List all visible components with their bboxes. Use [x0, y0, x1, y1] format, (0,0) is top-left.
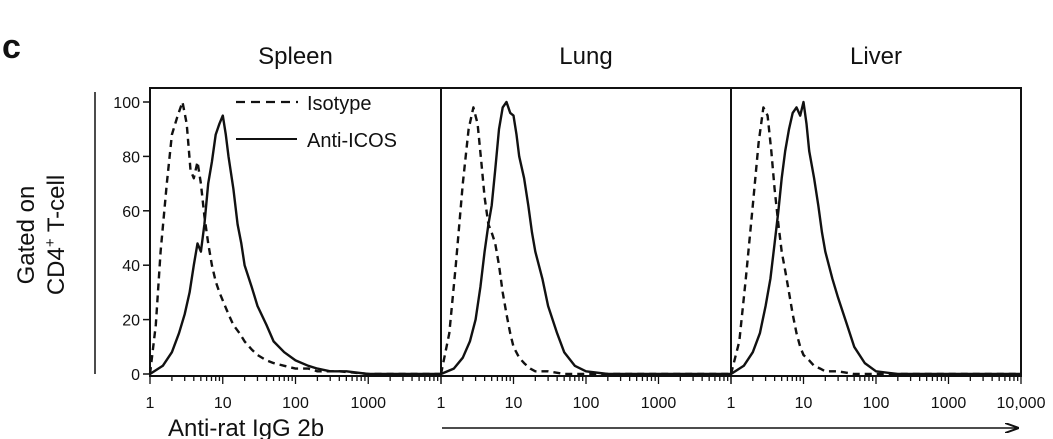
y-tick-label: 0	[131, 367, 140, 384]
x-tick-label: 10,000	[997, 395, 1046, 412]
series-isotype	[148, 100, 441, 376]
x-axis-label: Anti-rat IgG 2b	[168, 415, 324, 439]
panel-label: c	[2, 28, 21, 66]
legend: Isotype Anti-ICOS	[236, 93, 397, 152]
panel-title: Spleen	[258, 43, 333, 70]
series-anti-icos	[149, 114, 441, 376]
panel-title: Lung	[559, 43, 612, 70]
y-axis-label-line2: CD4+ T-cell	[42, 175, 70, 295]
y-axis: 0 20 40 60 80 100	[113, 95, 150, 384]
x-tick-label: 10	[505, 395, 523, 412]
panel-spleen: Spleen 1 10 100 1000	[146, 43, 442, 412]
x-tick-label: 100	[573, 395, 600, 412]
x-tick-label: 1000	[350, 395, 386, 412]
y-tick-label: 100	[113, 95, 140, 112]
y-axis-label: Gated on CD4+ T-cell	[13, 175, 70, 295]
panel-frame	[440, 87, 732, 377]
y-axis-label-cd4: CD4	[43, 247, 70, 295]
panel-frame	[730, 87, 1022, 377]
series-anti-icos	[440, 100, 731, 376]
legend-isotype-label: Isotype	[307, 93, 371, 115]
x-tick-label: 100	[282, 395, 309, 412]
x-tick-label: 1	[727, 395, 736, 412]
x-tick-label: 10	[214, 395, 232, 412]
legend-anti-icos-label: Anti-ICOS	[307, 130, 397, 152]
x-tick-label: 100	[863, 395, 890, 412]
y-axis-label-line1: Gated on	[13, 186, 40, 285]
panel-title: Liver	[850, 43, 902, 70]
y-tick-label: 80	[122, 149, 140, 166]
y-axis-label-sup: +	[42, 238, 59, 247]
panels: Spleen 1 10 100 1000 Lung 1 10 100 1000 Liver 1 10 10…	[146, 43, 1046, 412]
y-tick-label: 20	[122, 313, 140, 330]
panel-lung: Lung 1 10 100 1000	[437, 43, 732, 412]
panel-frame	[149, 87, 442, 377]
x-tick-label: 1000	[641, 395, 677, 412]
x-tick-label: 1	[437, 395, 446, 412]
series-isotype	[729, 106, 1021, 376]
panel-liver: Liver 1 10 100 1000 10,000	[727, 43, 1046, 412]
x-tick-label: 1000	[931, 395, 967, 412]
x-tick-label: 10	[795, 395, 813, 412]
series-isotype	[439, 106, 731, 376]
y-axis-label-tcell: T-cell	[43, 175, 70, 239]
series-anti-icos	[730, 100, 1021, 376]
x-tick-label: 1	[146, 395, 155, 412]
y-tick-label: 40	[122, 258, 140, 275]
y-tick-label: 60	[122, 204, 140, 221]
